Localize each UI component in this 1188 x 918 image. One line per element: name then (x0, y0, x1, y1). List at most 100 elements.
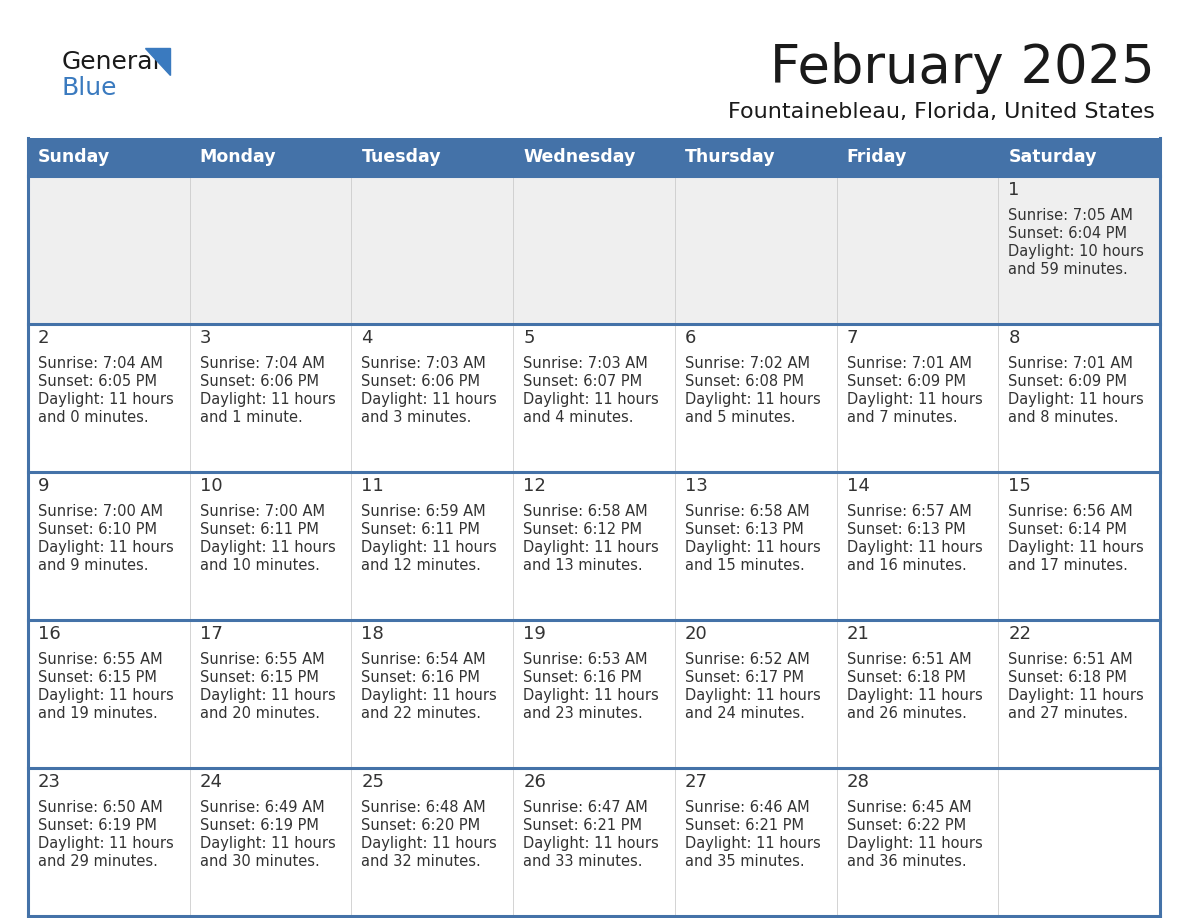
Text: Daylight: 11 hours: Daylight: 11 hours (847, 392, 982, 407)
Text: Sunset: 6:10 PM: Sunset: 6:10 PM (38, 522, 157, 537)
Text: and 30 minutes.: and 30 minutes. (200, 854, 320, 869)
Text: and 3 minutes.: and 3 minutes. (361, 410, 472, 425)
Text: Sunset: 6:18 PM: Sunset: 6:18 PM (1009, 670, 1127, 685)
Text: and 17 minutes.: and 17 minutes. (1009, 558, 1129, 573)
Bar (675, 620, 836, 768)
Text: Sunrise: 7:01 AM: Sunrise: 7:01 AM (847, 356, 972, 371)
Text: Sunrise: 6:51 AM: Sunrise: 6:51 AM (1009, 652, 1133, 667)
Text: Daylight: 11 hours: Daylight: 11 hours (523, 540, 659, 555)
Bar (513, 176, 675, 324)
Text: 22: 22 (1009, 625, 1031, 643)
Text: Sunset: 6:05 PM: Sunset: 6:05 PM (38, 374, 157, 389)
Text: Sunset: 6:08 PM: Sunset: 6:08 PM (684, 374, 804, 389)
Text: Daylight: 11 hours: Daylight: 11 hours (684, 836, 821, 851)
Text: Sunrise: 7:02 AM: Sunrise: 7:02 AM (684, 356, 810, 371)
Bar (190, 620, 352, 768)
Bar (675, 768, 836, 916)
Text: Daylight: 11 hours: Daylight: 11 hours (847, 836, 982, 851)
Text: Sunrise: 6:46 AM: Sunrise: 6:46 AM (684, 800, 809, 815)
Text: and 33 minutes.: and 33 minutes. (523, 854, 643, 869)
Text: Tuesday: Tuesday (361, 148, 441, 166)
Bar (998, 324, 1159, 472)
Bar (29, 768, 190, 916)
Bar (29, 176, 190, 324)
Text: and 1 minute.: and 1 minute. (200, 410, 303, 425)
Text: Sunrise: 6:52 AM: Sunrise: 6:52 AM (684, 652, 809, 667)
Text: 12: 12 (523, 477, 546, 495)
Text: Blue: Blue (62, 76, 118, 100)
Text: Daylight: 11 hours: Daylight: 11 hours (523, 688, 659, 703)
Bar (998, 138, 1159, 176)
Text: and 7 minutes.: and 7 minutes. (847, 410, 958, 425)
Text: Daylight: 11 hours: Daylight: 11 hours (200, 540, 335, 555)
Text: Daylight: 11 hours: Daylight: 11 hours (847, 540, 982, 555)
Text: Sunrise: 6:51 AM: Sunrise: 6:51 AM (847, 652, 972, 667)
Bar (190, 138, 352, 176)
Bar (675, 324, 836, 472)
Text: and 10 minutes.: and 10 minutes. (200, 558, 320, 573)
Text: Sunset: 6:21 PM: Sunset: 6:21 PM (523, 818, 643, 833)
Text: 17: 17 (200, 625, 222, 643)
Text: Daylight: 10 hours: Daylight: 10 hours (1009, 244, 1144, 259)
Text: 11: 11 (361, 477, 384, 495)
Text: 1: 1 (1009, 181, 1019, 199)
Bar (352, 176, 513, 324)
Bar (352, 324, 513, 472)
Text: Sunset: 6:15 PM: Sunset: 6:15 PM (38, 670, 157, 685)
Text: Daylight: 11 hours: Daylight: 11 hours (361, 392, 498, 407)
Text: Daylight: 11 hours: Daylight: 11 hours (1009, 688, 1144, 703)
Text: Sunset: 6:20 PM: Sunset: 6:20 PM (361, 818, 481, 833)
Text: Daylight: 11 hours: Daylight: 11 hours (684, 688, 821, 703)
Text: 2: 2 (38, 329, 50, 347)
Text: Sunrise: 7:00 AM: Sunrise: 7:00 AM (200, 504, 324, 519)
Text: Daylight: 11 hours: Daylight: 11 hours (38, 392, 173, 407)
Text: Monday: Monday (200, 148, 277, 166)
Text: and 19 minutes.: and 19 minutes. (38, 706, 158, 721)
Bar (513, 620, 675, 768)
Text: and 5 minutes.: and 5 minutes. (684, 410, 795, 425)
Text: Sunset: 6:18 PM: Sunset: 6:18 PM (847, 670, 966, 685)
Bar (352, 768, 513, 916)
Text: Sunset: 6:15 PM: Sunset: 6:15 PM (200, 670, 318, 685)
Text: and 8 minutes.: and 8 minutes. (1009, 410, 1119, 425)
Text: Wednesday: Wednesday (523, 148, 636, 166)
Text: Sunset: 6:07 PM: Sunset: 6:07 PM (523, 374, 643, 389)
Text: Daylight: 11 hours: Daylight: 11 hours (523, 836, 659, 851)
Text: Sunrise: 6:50 AM: Sunrise: 6:50 AM (38, 800, 163, 815)
Bar (836, 768, 998, 916)
Text: 23: 23 (38, 773, 61, 791)
Text: Daylight: 11 hours: Daylight: 11 hours (38, 688, 173, 703)
Bar (190, 176, 352, 324)
Bar (29, 324, 190, 472)
Text: 15: 15 (1009, 477, 1031, 495)
Bar (998, 472, 1159, 620)
Text: and 29 minutes.: and 29 minutes. (38, 854, 158, 869)
Text: Sunrise: 6:47 AM: Sunrise: 6:47 AM (523, 800, 647, 815)
Text: Daylight: 11 hours: Daylight: 11 hours (200, 392, 335, 407)
Bar (513, 138, 675, 176)
Text: Sunset: 6:12 PM: Sunset: 6:12 PM (523, 522, 643, 537)
Bar (836, 176, 998, 324)
Bar (29, 620, 190, 768)
Text: 25: 25 (361, 773, 385, 791)
Text: Sunrise: 7:04 AM: Sunrise: 7:04 AM (200, 356, 324, 371)
Text: Sunrise: 6:45 AM: Sunrise: 6:45 AM (847, 800, 972, 815)
Bar (836, 138, 998, 176)
Text: and 36 minutes.: and 36 minutes. (847, 854, 966, 869)
Text: 9: 9 (38, 477, 50, 495)
Text: Sunset: 6:13 PM: Sunset: 6:13 PM (847, 522, 966, 537)
Bar (998, 176, 1159, 324)
Text: Sunset: 6:04 PM: Sunset: 6:04 PM (1009, 226, 1127, 241)
Text: Daylight: 11 hours: Daylight: 11 hours (684, 392, 821, 407)
Text: Fountainebleau, Florida, United States: Fountainebleau, Florida, United States (728, 102, 1155, 122)
Text: and 27 minutes.: and 27 minutes. (1009, 706, 1129, 721)
Text: Sunset: 6:17 PM: Sunset: 6:17 PM (684, 670, 804, 685)
Text: and 15 minutes.: and 15 minutes. (684, 558, 804, 573)
Bar (29, 472, 190, 620)
Text: 28: 28 (847, 773, 870, 791)
Text: Daylight: 11 hours: Daylight: 11 hours (1009, 540, 1144, 555)
Text: 5: 5 (523, 329, 535, 347)
Text: Sunrise: 6:54 AM: Sunrise: 6:54 AM (361, 652, 486, 667)
Text: and 12 minutes.: and 12 minutes. (361, 558, 481, 573)
Text: 16: 16 (38, 625, 61, 643)
